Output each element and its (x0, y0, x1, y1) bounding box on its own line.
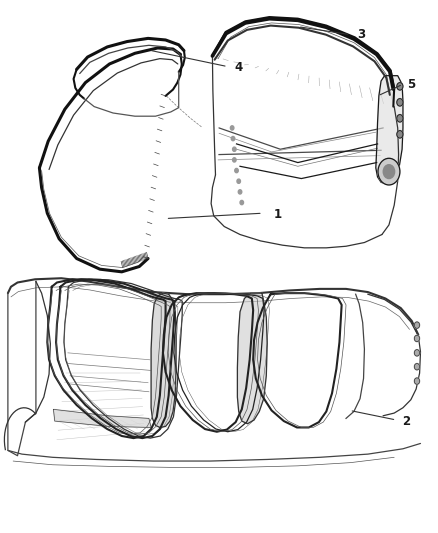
Circle shape (397, 115, 403, 122)
Circle shape (414, 322, 420, 328)
Circle shape (414, 378, 420, 384)
Text: 3: 3 (357, 28, 365, 41)
Polygon shape (237, 293, 267, 424)
Circle shape (378, 158, 400, 185)
Circle shape (235, 168, 238, 173)
Circle shape (414, 335, 420, 342)
Text: 5: 5 (407, 78, 416, 91)
Circle shape (238, 190, 242, 194)
Circle shape (233, 147, 236, 151)
Text: 1: 1 (274, 208, 282, 221)
Text: 4: 4 (234, 61, 243, 74)
Circle shape (383, 165, 395, 179)
Circle shape (397, 131, 403, 138)
Circle shape (397, 99, 403, 106)
Circle shape (414, 350, 420, 356)
Polygon shape (151, 293, 176, 427)
Circle shape (240, 200, 244, 205)
Circle shape (230, 126, 234, 130)
Circle shape (397, 83, 403, 90)
Circle shape (233, 158, 236, 162)
Circle shape (231, 136, 235, 141)
Polygon shape (53, 409, 151, 427)
Circle shape (414, 364, 420, 370)
Circle shape (237, 179, 240, 183)
Polygon shape (376, 76, 403, 184)
Text: 2: 2 (402, 415, 410, 427)
